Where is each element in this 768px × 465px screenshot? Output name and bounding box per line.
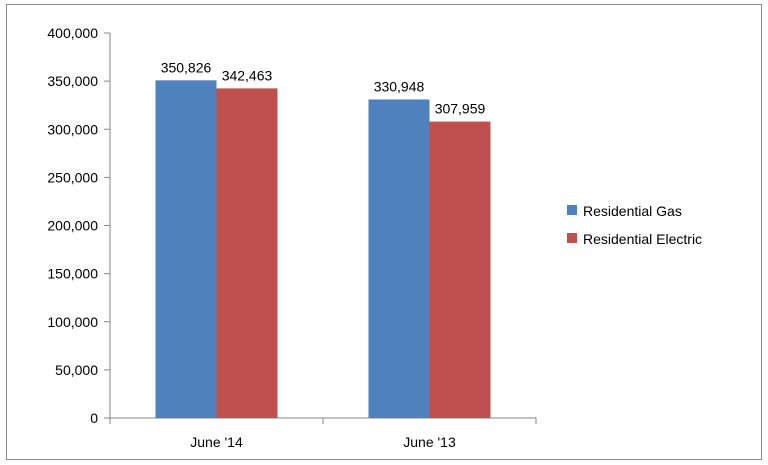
bar-residential-electric [216, 88, 278, 418]
y-tick-label: 200,000 [47, 218, 98, 234]
x-category-label: June '14 [190, 434, 243, 450]
data-label: 350,826 [161, 59, 212, 75]
data-label: 330,948 [374, 78, 425, 94]
chart-legend: Residential Gas Residential Electric [567, 203, 702, 247]
bar-residential-gas [368, 99, 430, 418]
legend-label: Residential Electric [583, 231, 702, 247]
y-tick-label: 400,000 [47, 25, 98, 41]
y-tick-label: 50,000 [55, 362, 98, 378]
y-tick-label: 0 [90, 410, 98, 426]
bar-residential-electric [429, 121, 491, 418]
legend-label: Residential Gas [583, 203, 682, 219]
x-category-label: June '13 [403, 434, 456, 450]
chart-data-labels: 350,826 342,463 330,948 307,959 [161, 59, 486, 116]
data-label: 342,463 [222, 67, 273, 83]
y-tick-label: 250,000 [47, 169, 98, 185]
y-tick-label: 350,000 [47, 73, 98, 89]
y-tick-label: 300,000 [47, 121, 98, 137]
y-tick-label: 100,000 [47, 314, 98, 330]
chart-axes: 0 50,000 100,000 150,000 200,000 250,000 300,0… [47, 25, 537, 450]
legend-swatch [567, 233, 577, 243]
bar-residential-gas [155, 80, 217, 419]
legend-swatch [567, 205, 577, 215]
chart-bars [155, 80, 491, 419]
data-label: 307,959 [435, 101, 486, 117]
y-tick-label: 150,000 [47, 266, 98, 282]
